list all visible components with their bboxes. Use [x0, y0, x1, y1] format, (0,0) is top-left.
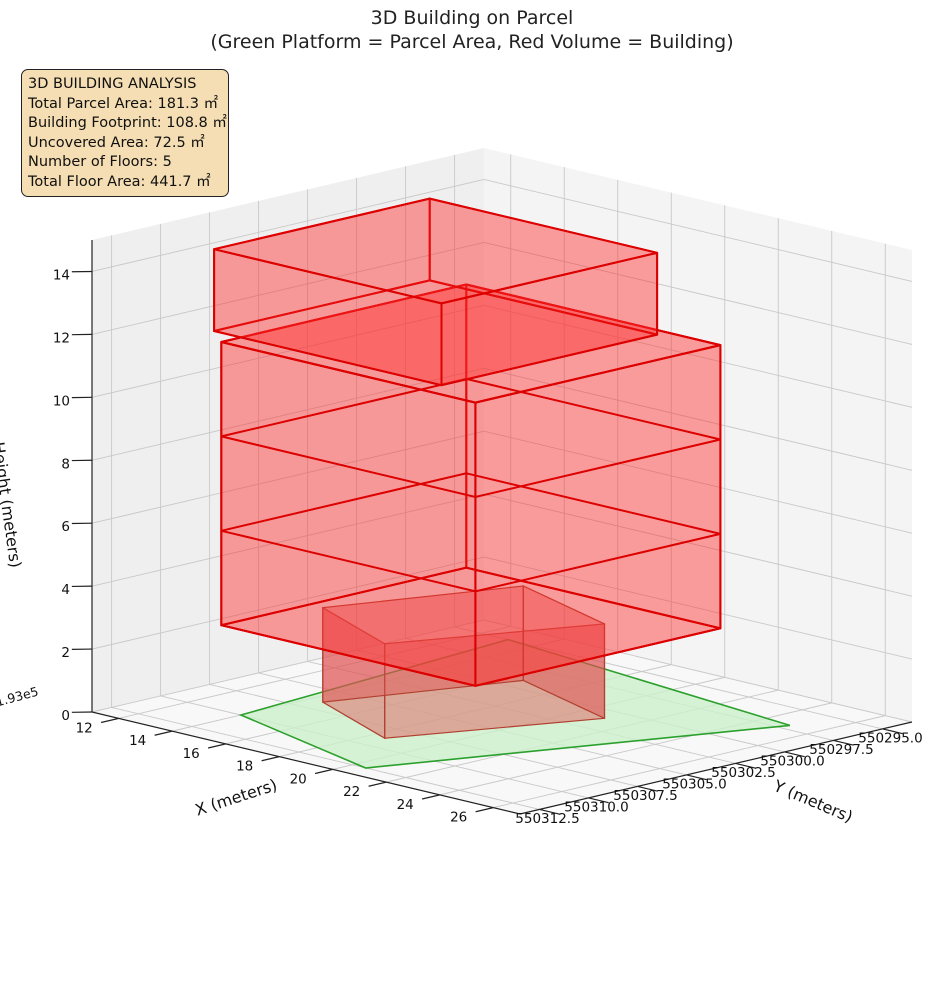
y-tick-label: 550312.5	[515, 811, 579, 827]
grid-line-z-right	[483, 241, 913, 345]
x-tick-mark	[207, 743, 226, 749]
y-tick-mark	[686, 774, 707, 781]
x-offset-label: +1.93e5	[0, 684, 40, 712]
grid-line-y-floor	[111, 706, 540, 810]
building-main-block-face	[474, 344, 722, 687]
info-box-total-floor-area: Total Floor Area: 441.7 ㎡	[28, 173, 211, 190]
y-tick-mark	[735, 762, 756, 769]
x-tick-mark	[100, 717, 119, 724]
z-tick-label: 10	[53, 393, 70, 409]
grid-line-x-floor	[493, 715, 886, 809]
z-tick-label: 14	[53, 268, 70, 284]
grid-line-z-left	[91, 556, 485, 650]
grid-line-z-right	[483, 430, 913, 534]
x-tick-mark	[261, 756, 280, 762]
grid-line-z-right	[483, 367, 913, 471]
x-axis-line	[91, 711, 521, 815]
grid-line-z-left	[91, 241, 485, 335]
y-tick-label: 550307.5	[613, 788, 677, 804]
x-tick-label: 12	[76, 721, 93, 737]
grid-line-z-right	[483, 493, 913, 597]
axis-lines	[71, 240, 913, 815]
x-tick-mark	[475, 807, 494, 813]
grid-line-z-left	[91, 304, 485, 398]
x-tick-mark	[154, 730, 173, 736]
building-floor-outline	[221, 283, 721, 404]
y-tick-mark	[637, 785, 658, 792]
parcel-platform	[238, 638, 791, 769]
grid-line-z-right	[483, 619, 913, 723]
z-tick-label: 2	[61, 645, 70, 661]
x-tick-label: 26	[450, 810, 467, 826]
y-tick-label: 550297.5	[809, 742, 873, 758]
x-axis-label: X (meters)	[193, 775, 280, 819]
grid-line-y-floor	[454, 626, 883, 730]
building-podium-face	[522, 585, 606, 720]
grid-line-x-floor	[118, 625, 511, 719]
y-tick-mark	[833, 739, 854, 746]
x-tick-mark	[368, 781, 387, 787]
x-tick-label: 14	[129, 733, 146, 749]
info-box: 3D BUILDING ANALYSIS Total Parcel Area: …	[21, 69, 229, 197]
y-tick-label: 550310.0	[564, 800, 628, 816]
z-tick-label: 6	[61, 519, 70, 535]
grid-line-z-left	[91, 430, 485, 524]
y-axis-line	[519, 721, 913, 815]
y-axis-label: Y (meters)	[770, 776, 855, 827]
y-tick-mark	[588, 797, 609, 804]
x-tick-mark	[421, 794, 440, 800]
grid-line-z-left	[91, 619, 485, 713]
z-tick-label: 4	[61, 582, 70, 598]
chart-title-line1: 3D Building on Parcel	[370, 7, 574, 29]
info-box-parcel-area: Total Parcel Area: 181.3 ㎡	[28, 95, 219, 112]
grid-line-z-left	[91, 367, 485, 461]
x-tick-label: 18	[236, 759, 253, 775]
info-box-footprint: Building Footprint: 108.8 ㎡	[28, 115, 227, 131]
z-axis-label: Height (meters)	[0, 441, 25, 569]
info-box-heading: 3D BUILDING ANALYSIS	[28, 76, 197, 92]
y-tick-mark	[539, 808, 560, 815]
building-floor-outline	[221, 472, 721, 593]
z-tick-label: 8	[61, 456, 70, 472]
info-box-uncovered-area: Uncovered Area: 72.5 ㎡	[28, 134, 205, 151]
grid-line-z-left	[91, 179, 485, 272]
y-tick-label: 550300.0	[760, 754, 824, 770]
y-tick-label: 550305.0	[662, 777, 726, 793]
z-tick-label: 12	[53, 330, 70, 346]
y-tick-label: 550295.0	[858, 731, 922, 747]
x-tick-mark	[314, 768, 333, 775]
grid-line-z-left	[91, 493, 485, 587]
building	[213, 197, 722, 740]
z-tick-label: 0	[61, 708, 70, 724]
grid-line-z-right	[483, 556, 913, 660]
grid-line-z-right	[483, 179, 913, 282]
info-box-floors: Number of Floors: 5	[28, 154, 172, 170]
building-top-block-face	[213, 197, 659, 305]
grid-line-z-right	[483, 304, 913, 408]
building-floor-outline	[221, 566, 721, 687]
y-tick-mark	[784, 751, 805, 758]
chart-title-line2: (Green Platform = Parcel Area, Red Volum…	[210, 31, 734, 53]
x-tick-label: 16	[183, 746, 200, 762]
y-tick-mark	[882, 728, 903, 735]
chart-title: 3D Building on Parcel (Green Platform = …	[0, 6, 944, 54]
x-tick-label: 22	[343, 784, 360, 800]
building-floor-outline	[221, 377, 721, 499]
y-tick-label: 550302.5	[711, 765, 775, 781]
x-tick-label: 24	[397, 797, 414, 813]
x-tick-label: 20	[290, 772, 307, 788]
